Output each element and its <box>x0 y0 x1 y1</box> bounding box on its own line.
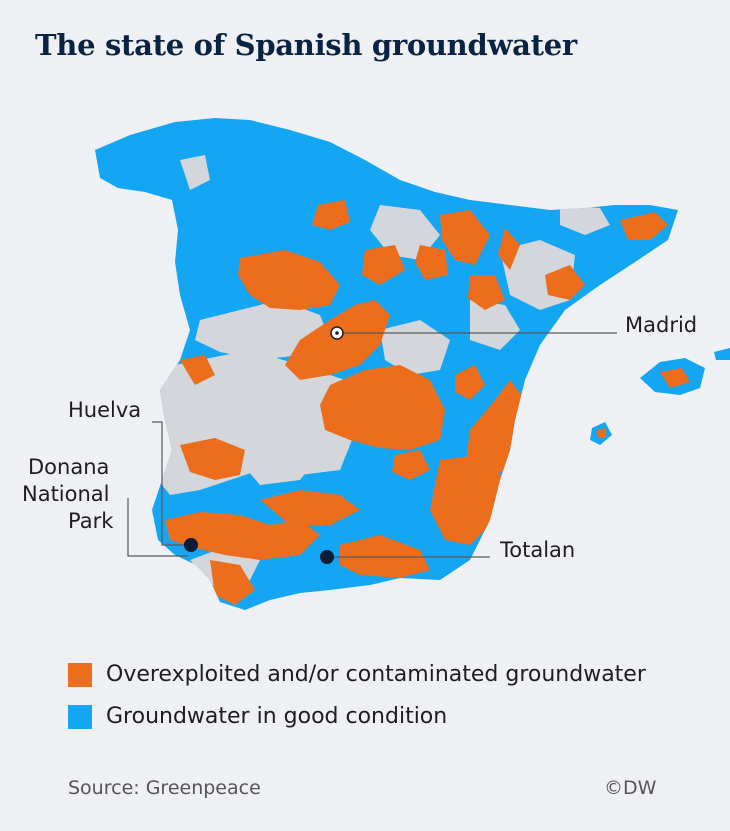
overexploited-zone-murcia <box>430 455 505 545</box>
overexploited-zone-aragon <box>440 210 490 265</box>
overexploited-zone-navarra <box>415 245 448 280</box>
legend-label-overexploited: Overexploited and/or contaminated ground… <box>106 662 646 687</box>
totalan-marker <box>320 550 334 564</box>
mallorca-overexploited <box>660 368 690 388</box>
donana-label-line3: Park <box>68 509 114 533</box>
overexploited-zone-castile <box>238 250 340 310</box>
neutral-zone-central <box>195 300 330 360</box>
overexploited-zone-granada <box>260 490 360 525</box>
neutral-zone-pyrenees <box>560 205 610 235</box>
overexploited-zone-burgos <box>362 245 405 285</box>
overexploited-zone-cadiz <box>210 560 255 605</box>
totalan-label: Totalan <box>499 538 575 562</box>
donana-label-line1: Donana <box>28 455 109 479</box>
overexploited-zone-rioja <box>312 200 350 230</box>
neutral-zone-ebro <box>470 300 520 350</box>
donana-label-line2: National <box>22 482 110 506</box>
overexploited-zones <box>165 200 668 605</box>
overexploited-zone-huelva <box>165 512 320 560</box>
overexploited-zone-la-mancha <box>320 365 445 450</box>
huelva-donana-marker <box>184 538 198 552</box>
legend-overexploited: Overexploited and/or contaminated ground… <box>68 662 646 687</box>
overexploited-zone-madrid <box>285 300 390 380</box>
ibiza-overexploited <box>597 428 606 438</box>
place-labels: Madrid Huelva Donana National Park Total… <box>22 313 697 562</box>
neutral-zone-south <box>230 440 320 485</box>
chart-title: The state of Spanish groundwater <box>35 28 577 62</box>
neutral-zone-east <box>380 320 450 375</box>
madrid-marker-dot <box>335 331 339 335</box>
overexploited-zone-catalonia <box>620 212 668 240</box>
copyright-credit: ©DW <box>604 777 657 799</box>
overexploited-zone-teruel <box>545 265 585 300</box>
donana-leader-line <box>127 498 188 557</box>
overexploited-zone-andalusia <box>180 438 245 480</box>
place-markers <box>184 326 344 564</box>
overexploited-zone-leon <box>180 355 215 385</box>
legend-swatch-overexploited <box>68 662 92 687</box>
overexploited-zone-albacete <box>392 450 430 480</box>
balearic-islands <box>590 348 730 445</box>
legend-label-good: Groundwater in good condition <box>106 704 448 729</box>
legend-good-condition: Groundwater in good condition <box>68 704 447 729</box>
leader-lines <box>127 332 617 558</box>
huelva-label: Huelva <box>68 398 141 422</box>
overexploited-zone-cuenca <box>455 365 485 400</box>
neutral-zone-galicia <box>180 155 210 190</box>
overexploited-zone-guadalajara <box>468 275 505 310</box>
madrid-label: Madrid <box>625 313 697 337</box>
legend-swatch-good <box>68 704 92 729</box>
source-note: Source: Greenpeace <box>68 777 261 799</box>
mainland <box>95 118 678 610</box>
huelva-leader-line <box>152 421 190 546</box>
overexploited-zone-ebro <box>498 228 520 270</box>
mainland-outline <box>95 118 678 610</box>
menorca <box>714 348 730 360</box>
